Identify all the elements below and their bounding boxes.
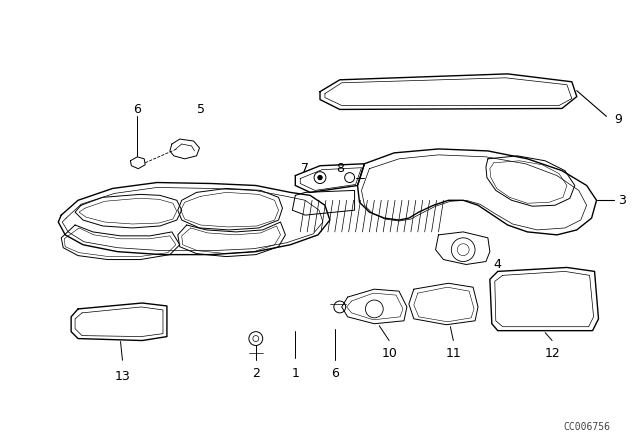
Text: 7: 7	[301, 162, 309, 175]
Text: 13: 13	[115, 370, 131, 383]
Circle shape	[318, 176, 322, 180]
Text: 6: 6	[331, 366, 339, 379]
Text: 10: 10	[381, 347, 397, 360]
Text: 11: 11	[445, 347, 461, 360]
Text: 3: 3	[618, 194, 626, 207]
Text: CC006756: CC006756	[563, 422, 610, 432]
Text: 12: 12	[544, 347, 560, 360]
Text: 2: 2	[252, 366, 260, 379]
Text: 4: 4	[494, 258, 502, 271]
Text: 9: 9	[614, 113, 622, 126]
Text: 8: 8	[336, 162, 344, 175]
Text: 1: 1	[291, 366, 300, 379]
Text: 6: 6	[133, 103, 141, 116]
Text: 5: 5	[198, 103, 205, 116]
